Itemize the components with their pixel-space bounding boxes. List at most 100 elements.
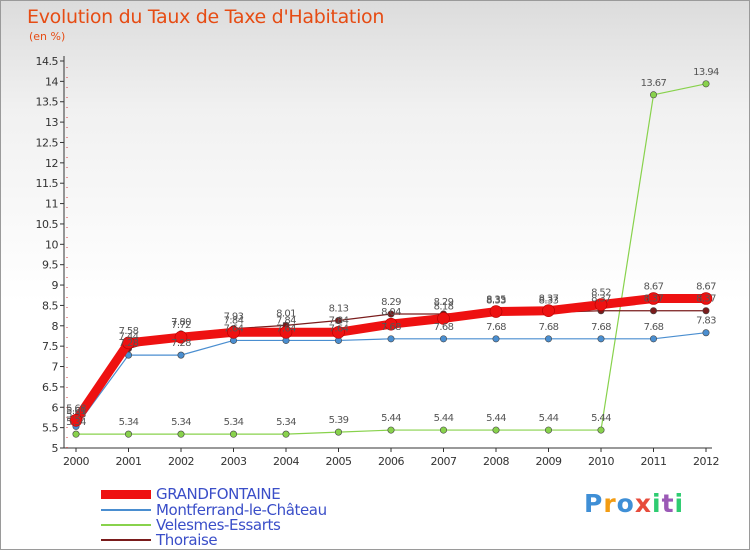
x-tick-label: 2005 (326, 455, 352, 468)
data-label: 8.29 (434, 297, 454, 308)
data-point (177, 430, 185, 438)
data-point (542, 304, 555, 318)
data-point (597, 426, 605, 434)
data-point (230, 430, 238, 438)
x-tick-label: 2001 (116, 455, 142, 468)
data-label: 7.68 (486, 322, 506, 333)
data-label: 7.44 (119, 332, 139, 343)
data-label: 8.52 (591, 288, 611, 299)
x-tick-label: 2012 (693, 455, 719, 468)
data-label: 5.53 (66, 409, 86, 420)
data-point (702, 80, 710, 88)
x-tick-label: 2010 (588, 455, 614, 468)
y-tick-label: 12.5 (36, 136, 59, 149)
data-label: 5.39 (329, 415, 349, 426)
data-label: 8.01 (276, 308, 296, 319)
data-point (439, 335, 447, 343)
logo-letter: x (634, 489, 652, 518)
data-point (492, 426, 500, 434)
chart-unit: (en %) (29, 30, 66, 43)
chart-title: Evolution du Taux de Taxe d'Habitation (27, 6, 385, 28)
data-label: 8.13 (329, 303, 349, 314)
data-label: 13.94 (693, 67, 719, 78)
data-point (387, 310, 395, 318)
data-point (72, 430, 80, 438)
y-tick-label: 9.5 (42, 259, 58, 272)
data-label: 8.33 (486, 295, 506, 306)
data-label: 7.68 (539, 322, 559, 333)
x-tick-label: 2003 (221, 455, 247, 468)
y-tick-label: 8.5 (42, 299, 58, 312)
data-label: 7.68 (644, 322, 664, 333)
x-tick-label: 2009 (536, 455, 562, 468)
data-point (174, 330, 188, 344)
data-point (702, 329, 710, 337)
data-point (332, 326, 345, 339)
legend-label: Thoraise (156, 531, 218, 549)
data-label: 7.72 (171, 320, 191, 331)
legend-label: Montferrand-le-Château (156, 501, 327, 519)
data-label: 13.67 (641, 78, 667, 89)
data-point (334, 316, 342, 324)
data-label: 5.34 (276, 417, 296, 428)
data-label: 7.58 (119, 326, 139, 337)
data-label: 8.67 (696, 281, 716, 292)
data-label: 7.68 (591, 322, 611, 333)
data-label: 7.80 (171, 317, 191, 328)
data-label: 7.64 (329, 323, 349, 334)
data-point (334, 428, 342, 436)
data-point (69, 413, 83, 427)
data-label: 5.68 (66, 403, 86, 414)
logo-letter: i (652, 489, 662, 518)
y-tick-label: 10 (45, 238, 58, 251)
x-tick-label: 2006 (378, 455, 404, 468)
data-label: 7.84 (329, 315, 349, 326)
logo-letter: r (603, 489, 617, 518)
data-label: 7.68 (434, 322, 454, 333)
data-point (544, 335, 552, 343)
legend-swatch (101, 509, 151, 511)
data-label: 7.64 (224, 323, 244, 334)
data-label: 8.37 (644, 294, 664, 305)
y-tick-label: 13.5 (36, 96, 59, 109)
y-tick-label: 8 (52, 320, 59, 333)
x-tick-label: 2000 (63, 455, 89, 468)
y-tick-label: 5.5 (42, 422, 58, 435)
data-point (544, 426, 552, 434)
data-point (279, 326, 293, 339)
y-tick-label: 6 (52, 401, 59, 414)
data-label: 7.83 (696, 316, 716, 327)
x-tick-label: 2008 (483, 455, 509, 468)
legend-swatch (101, 489, 151, 499)
data-label: 5.44 (591, 413, 611, 424)
logo-letter: t (661, 489, 675, 518)
legend-swatch (101, 539, 151, 541)
data-label: 5.44 (486, 413, 506, 424)
data-point (122, 336, 135, 350)
y-tick-label: 12 (45, 157, 58, 170)
y-tick-label: 11.5 (36, 177, 59, 190)
data-label: 5.34 (66, 417, 86, 428)
data-label: 5.44 (539, 413, 559, 424)
data-point (125, 430, 133, 438)
data-point (699, 292, 713, 305)
data-label: 8.37 (591, 294, 611, 305)
legend-swatch (101, 524, 151, 526)
data-label: 5.34 (171, 417, 191, 428)
data-label: 7.84 (224, 315, 244, 326)
data-label: 8.35 (486, 295, 506, 306)
y-tick-label: 5 (52, 442, 59, 455)
data-label: 5.44 (381, 413, 401, 424)
data-label: 8.18 (434, 301, 454, 312)
data-label: 8.33 (539, 295, 559, 306)
data-label: 5.61 (66, 406, 86, 417)
logo-letter: o (616, 489, 635, 518)
y-tick-label: 10.5 (36, 218, 59, 231)
series-line (75, 83, 707, 435)
y-tick-label: 7 (52, 361, 59, 374)
data-label: 7.28 (119, 338, 139, 349)
data-label: 8.37 (539, 294, 559, 305)
data-label: 7.28 (171, 338, 191, 349)
